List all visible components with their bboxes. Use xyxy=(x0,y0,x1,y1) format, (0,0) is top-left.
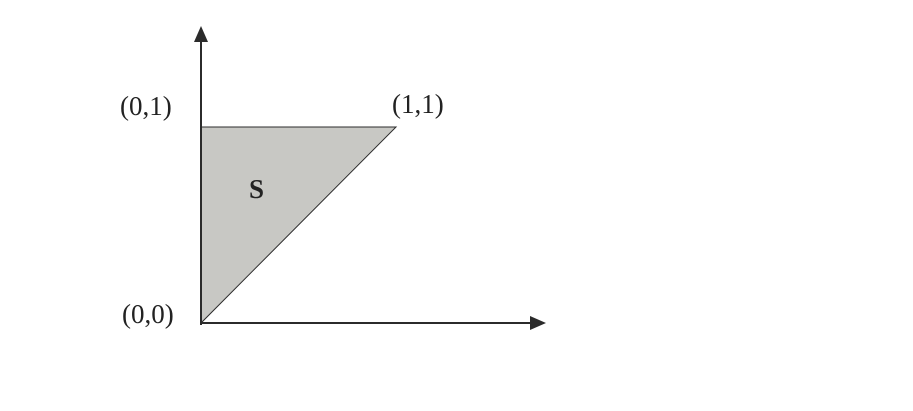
label-top-left-vertex: (0,1) xyxy=(120,91,172,121)
label-origin-vertex: (0,0) xyxy=(122,299,174,329)
y-axis-arrowhead xyxy=(194,26,208,42)
x-axis-arrowhead xyxy=(530,316,546,330)
region-s-triangle xyxy=(200,126,398,325)
label-top-right-vertex: (1,1) xyxy=(392,89,444,119)
label-region-s: S xyxy=(249,174,264,204)
